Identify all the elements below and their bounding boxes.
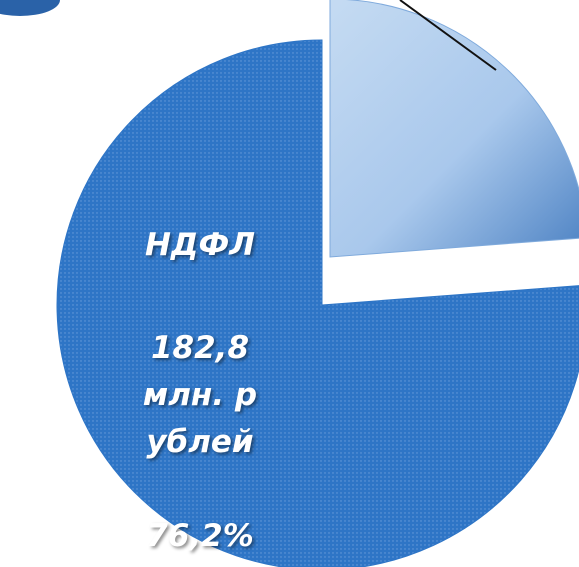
- pie-slice: [329, 0, 579, 258]
- slice-value-label: 76,2%: [146, 518, 254, 554]
- slices: [56, 0, 579, 567]
- pie-slice: [56, 39, 579, 567]
- slice-category-label: НДФЛ: [144, 227, 256, 263]
- leader-line: [399, 0, 497, 71]
- slice-amount-label: 182,8 млн. рублей: [142, 330, 258, 460]
- decor: [0, 0, 60, 16]
